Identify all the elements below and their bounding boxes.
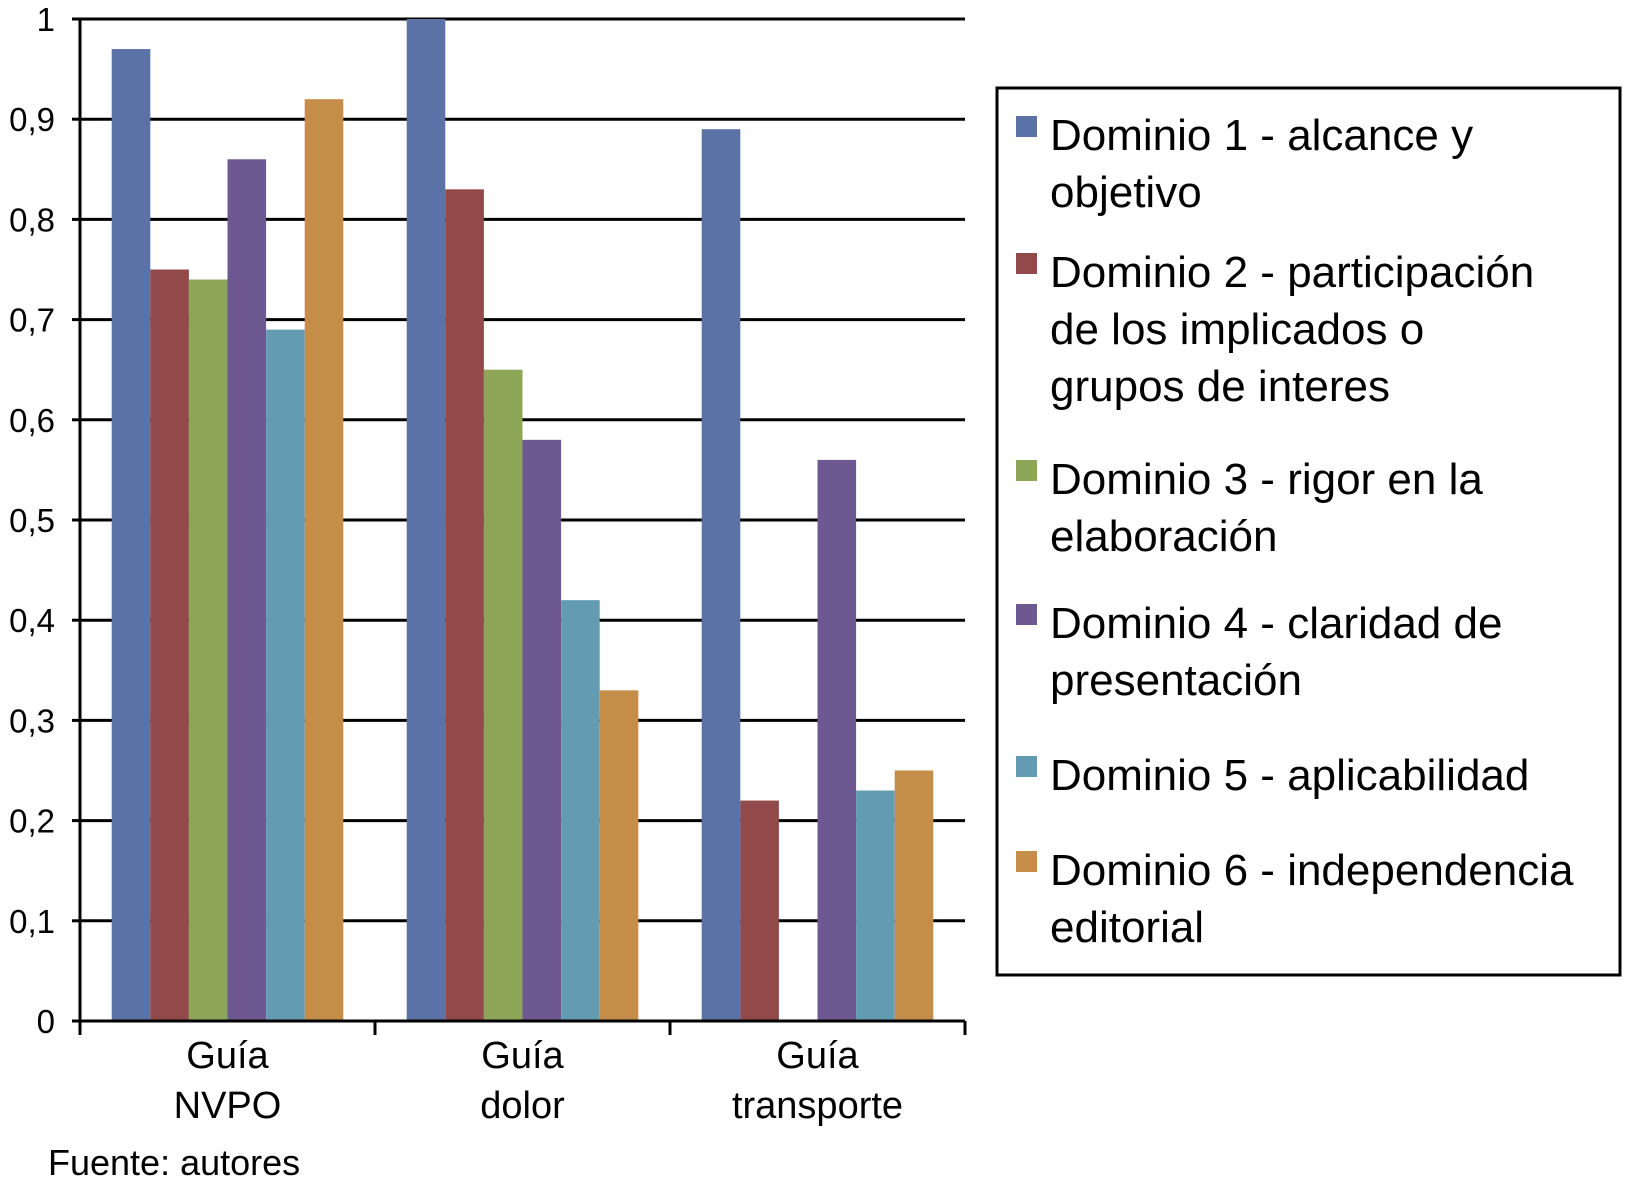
legend-label: Dominio 6 - independencia [1050, 846, 1574, 895]
legend-label: Dominio 3 - rigor en la [1050, 455, 1483, 504]
bar [406, 19, 446, 1021]
legend-label: editorial [1050, 903, 1204, 952]
legend-swatch [1016, 756, 1037, 777]
legend-swatch [1016, 851, 1037, 872]
y-tick-label: 0,9 [9, 101, 55, 138]
bar [445, 189, 484, 1022]
legend-label: de los implicados o [1050, 305, 1424, 354]
legend-label: Dominio 2 - participación [1050, 248, 1534, 297]
bar [227, 159, 267, 1021]
x-tick-label: dolor [480, 1085, 565, 1127]
y-tick-label: 0,7 [9, 302, 55, 339]
legend-label: Dominio 1 - alcance y [1050, 111, 1473, 160]
bar [266, 329, 305, 1021]
legend-box [995, 86, 1622, 977]
bar [188, 279, 228, 1021]
bars [111, 19, 934, 1022]
bar [561, 600, 600, 1021]
bar [894, 770, 934, 1021]
legend-swatch [1016, 116, 1037, 137]
y-tick-label: 0,6 [9, 402, 55, 439]
legend-label: objetivo [1050, 168, 1202, 217]
legend-label: Dominio 4 - claridad de [1050, 599, 1502, 648]
bar [599, 690, 639, 1021]
legend-swatch [1016, 253, 1037, 274]
x-tick-label: Guía [186, 1035, 269, 1077]
legend-swatch [1016, 604, 1037, 625]
bar [856, 790, 895, 1021]
bar [150, 269, 189, 1021]
bar [522, 439, 562, 1022]
y-tick-label: 0,1 [9, 903, 55, 940]
x-tick-label: transporte [732, 1085, 903, 1127]
bar [701, 129, 741, 1022]
bar [111, 49, 151, 1022]
y-tick-label: 0,3 [9, 702, 55, 739]
legend-label: Dominio 5 - aplicabilidad [1050, 751, 1529, 800]
bar [817, 459, 857, 1021]
axes: 0 0,1 0,2 0,3 0,4 0,5 0,6 0,7 0,8 0,9 1 Guía NVPO Guí… [9, 1, 967, 1127]
x-tick-label: NVPO [174, 1085, 282, 1127]
legend: Dominio 1 - alcance y objetivo Dominio 2 -… [995, 86, 1622, 977]
legend-label: grupos de interes [1050, 362, 1390, 411]
bar [740, 800, 779, 1021]
bar [304, 99, 344, 1021]
source-note: Fuente: autores [48, 1142, 300, 1183]
legend-swatch [1016, 460, 1037, 481]
y-tick-label: 1 [37, 1, 55, 38]
y-tick-label: 0 [37, 1003, 55, 1040]
y-tick-label: 0,2 [9, 803, 55, 840]
y-tick-label: 0,4 [9, 602, 55, 639]
bar [483, 369, 523, 1021]
y-tick-label: 0,5 [9, 502, 55, 539]
x-tick-label: Guía [776, 1035, 859, 1077]
y-tick-label: 0,8 [9, 201, 55, 238]
x-tick-label: Guía [481, 1035, 564, 1077]
legend-label: elaboración [1050, 512, 1278, 561]
legend-label: presentación [1050, 656, 1302, 705]
